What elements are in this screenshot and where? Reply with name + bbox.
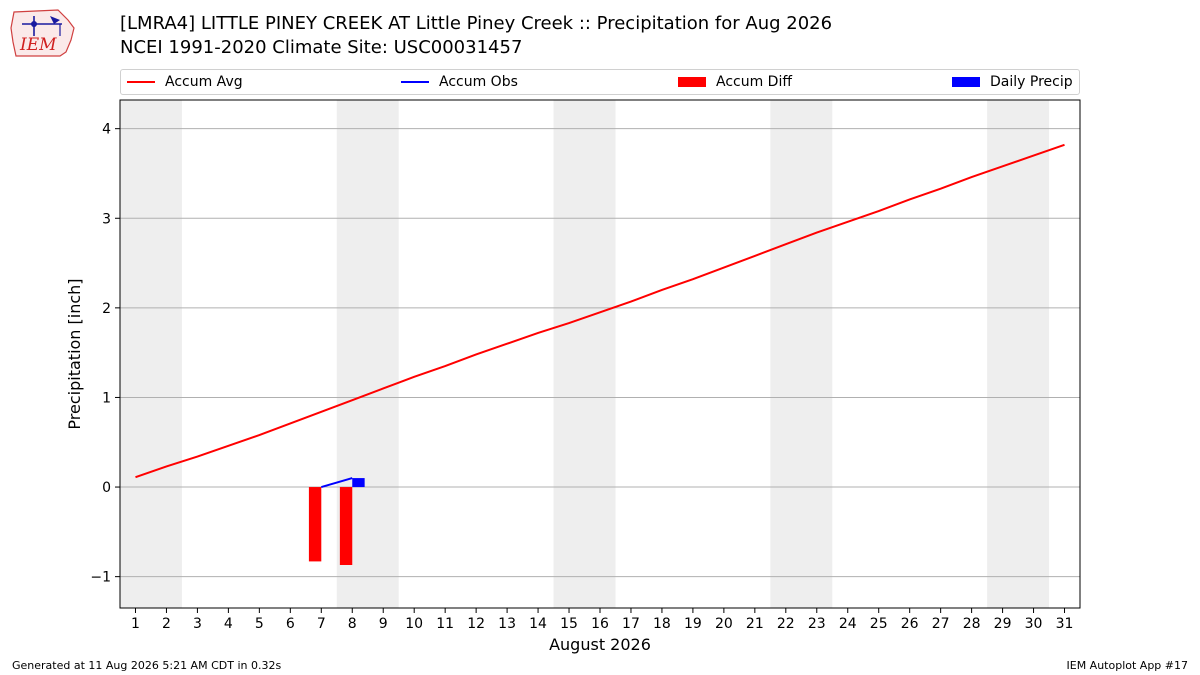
accum-diff-bar <box>308 487 322 562</box>
legend: Accum Avg Accum Obs Accum Diff Daily Pre… <box>120 69 1080 95</box>
x-tick-label: 11 <box>436 616 454 632</box>
iem-logo-graphic: IEM <box>10 9 75 57</box>
x-tick-label: 23 <box>808 616 826 632</box>
y-axis-label: Precipitation [inch] <box>65 278 84 429</box>
y-tick-label: −1 <box>90 570 111 586</box>
daily-precip-bar <box>352 478 365 488</box>
x-tick-label: 4 <box>224 616 233 632</box>
weekend-band <box>770 100 833 608</box>
x-tick-label: 9 <box>379 616 388 632</box>
x-tick-label: 25 <box>870 616 888 632</box>
chart-title: [LMRA4] LITTLE PINEY CREEK AT Little Pin… <box>120 13 833 34</box>
x-axis-ticks: 1 2 3 4 5 6 7 8 9 10 11 12 13 14 15 16 17 18 19 20 21 22 23 24 2… <box>131 608 1073 632</box>
x-tick-label: 6 <box>286 616 295 632</box>
x-tick-label: 27 <box>932 616 950 632</box>
legend-swatch-accum-diff <box>678 77 706 87</box>
y-tick-label: 1 <box>102 390 111 406</box>
x-tick-label: 29 <box>994 616 1012 632</box>
x-tick-label: 17 <box>622 616 640 632</box>
x-tick-label: 21 <box>746 616 764 632</box>
x-tick-label: 26 <box>901 616 919 632</box>
legend-label-accum-obs: Accum Obs <box>439 74 518 90</box>
accum-avg-line <box>135 143 1065 479</box>
y-tick-label: 3 <box>102 211 111 227</box>
weekend-shading <box>120 100 1050 608</box>
y-tick-label: 2 <box>102 301 111 317</box>
x-tick-label: 13 <box>498 616 516 632</box>
x-tick-label: 8 <box>348 616 357 632</box>
legend-item-accum-diff: Accum Diff <box>678 70 792 94</box>
legend-label-accum-diff: Accum Diff <box>716 74 793 90</box>
legend-swatch-accum-avg <box>127 81 155 83</box>
iem-logo: IEM <box>8 6 80 60</box>
gridlines <box>120 128 1080 578</box>
accum-obs-line <box>321 477 353 489</box>
legend-swatch-daily-precip <box>952 77 980 87</box>
legend-item-accum-avg: Accum Avg <box>127 70 243 94</box>
x-tick-label: 18 <box>653 616 671 632</box>
logo-text: IEM <box>19 35 57 55</box>
legend-item-daily-precip: Daily Precip <box>952 70 1073 94</box>
x-tick-label: 28 <box>963 616 981 632</box>
y-axis-ticks: −1 0 1 2 3 4 <box>90 122 120 586</box>
x-tick-label: 12 <box>467 616 485 632</box>
x-tick-label: 10 <box>405 616 423 632</box>
y-tick-label: 4 <box>102 122 111 138</box>
x-tick-label: 22 <box>777 616 795 632</box>
x-tick-label: 20 <box>715 616 733 632</box>
footer-app: IEM Autoplot App #17 <box>1066 659 1189 672</box>
legend-item-accum-obs: Accum Obs <box>401 70 518 94</box>
accum-diff-bar <box>339 487 353 565</box>
x-tick-label: 19 <box>684 616 702 632</box>
chart-subtitle: NCEI 1991-2020 Climate Site: USC00031457 <box>120 37 523 58</box>
accum-diff-bars <box>308 487 353 565</box>
x-tick-label: 14 <box>529 616 547 632</box>
x-tick-label: 24 <box>839 616 857 632</box>
daily-precip-bars <box>352 478 365 488</box>
x-tick-label: 3 <box>193 616 202 632</box>
legend-swatch-accum-obs <box>401 81 429 83</box>
x-tick-label: 7 <box>317 616 326 632</box>
footer-generated: Generated at 11 Aug 2026 5:21 AM CDT in … <box>12 659 282 672</box>
x-tick-label: 1 <box>131 616 140 632</box>
y-tick-label: 0 <box>102 480 111 496</box>
legend-label-daily-precip: Daily Precip <box>990 74 1073 90</box>
x-tick-label: 2 <box>162 616 171 632</box>
legend-label-accum-avg: Accum Avg <box>165 74 243 90</box>
weekend-band <box>120 100 182 608</box>
x-tick-label: 31 <box>1056 616 1074 632</box>
weekend-band <box>987 100 1050 608</box>
x-axis-label: August 2026 <box>549 635 651 654</box>
x-tick-label: 5 <box>255 616 264 632</box>
x-tick-label: 15 <box>560 616 578 632</box>
series-lines <box>135 143 1065 489</box>
weekend-band <box>553 100 616 608</box>
x-tick-label: 16 <box>591 616 609 632</box>
x-tick-label: 30 <box>1025 616 1043 632</box>
